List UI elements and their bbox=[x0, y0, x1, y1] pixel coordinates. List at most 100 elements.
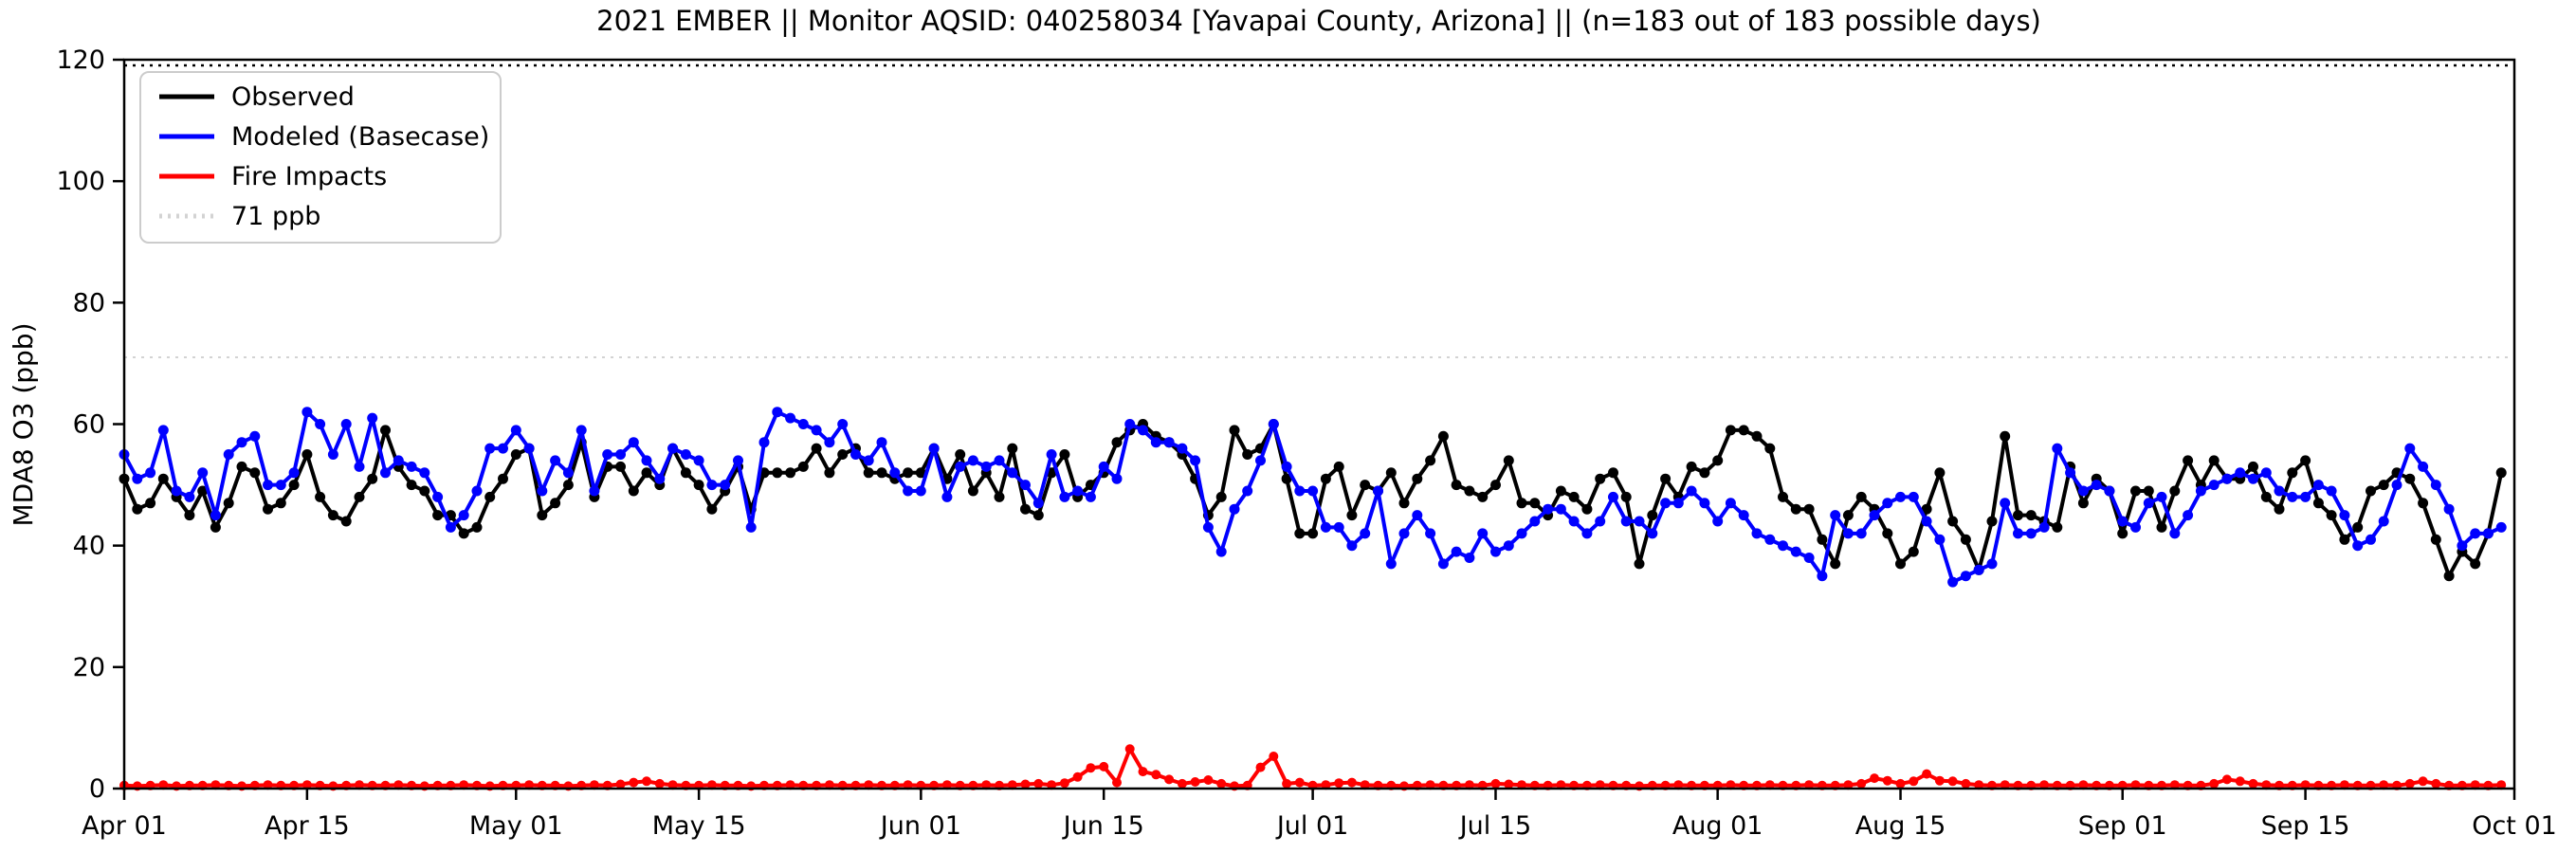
data-point bbox=[2221, 774, 2232, 785]
data-point bbox=[2470, 528, 2481, 539]
data-point bbox=[1412, 510, 1423, 521]
data-point bbox=[432, 510, 444, 521]
data-point bbox=[2326, 510, 2337, 521]
data-point bbox=[2366, 485, 2376, 497]
data-point bbox=[2482, 528, 2494, 539]
data-point bbox=[1490, 480, 1501, 491]
data-point bbox=[1307, 485, 1319, 497]
data-point bbox=[2208, 455, 2220, 466]
data-point bbox=[1712, 455, 1724, 466]
data-point bbox=[811, 443, 822, 454]
data-point bbox=[2248, 473, 2258, 484]
data-point bbox=[355, 780, 364, 790]
data-point bbox=[1047, 780, 1057, 790]
data-point bbox=[2000, 780, 2010, 790]
data-point bbox=[1778, 491, 1788, 502]
data-point bbox=[1072, 485, 1084, 497]
legend-label: Observed bbox=[231, 82, 355, 112]
data-point bbox=[1085, 491, 1096, 502]
data-point bbox=[1216, 778, 1227, 789]
series-fire-impacts bbox=[119, 744, 2507, 791]
data-point bbox=[1803, 503, 1815, 515]
data-point bbox=[2274, 485, 2285, 497]
data-point bbox=[2495, 467, 2507, 479]
y-axis-label: MDA8 O3 (ppb) bbox=[8, 322, 39, 526]
data-point bbox=[1921, 516, 1932, 527]
data-point bbox=[1032, 510, 1044, 521]
data-point bbox=[1046, 449, 1057, 460]
data-point bbox=[629, 777, 639, 788]
data-point bbox=[2077, 485, 2089, 497]
data-point bbox=[263, 480, 273, 491]
data-point bbox=[210, 780, 221, 790]
data-point bbox=[1517, 780, 1526, 790]
data-point bbox=[1895, 558, 1906, 570]
data-point bbox=[955, 449, 966, 460]
y-tick-label: 0 bbox=[89, 774, 105, 804]
data-point bbox=[720, 480, 731, 491]
legend-label: Modeled (Basecase) bbox=[231, 122, 489, 152]
data-point bbox=[1908, 491, 1919, 502]
data-point bbox=[1229, 425, 1240, 436]
data-point bbox=[1556, 780, 1566, 790]
data-point bbox=[354, 491, 365, 502]
data-point bbox=[393, 455, 404, 466]
data-point bbox=[1647, 528, 1658, 539]
data-point bbox=[236, 461, 247, 472]
data-point bbox=[1007, 467, 1018, 479]
data-point bbox=[510, 449, 521, 460]
x-tick-label: Apr 15 bbox=[265, 811, 350, 841]
x-tick-label: Jul 15 bbox=[1458, 811, 1532, 841]
data-point bbox=[1190, 455, 1201, 466]
data-point bbox=[745, 521, 757, 533]
data-point bbox=[288, 480, 300, 491]
data-point bbox=[288, 467, 300, 479]
data-point bbox=[2117, 516, 2128, 527]
data-point bbox=[301, 780, 312, 790]
data-point bbox=[1830, 558, 1841, 570]
data-point bbox=[1921, 503, 1932, 515]
data-point bbox=[2418, 498, 2429, 509]
data-point bbox=[1490, 778, 1501, 789]
data-point bbox=[2169, 485, 2181, 497]
data-point bbox=[1477, 491, 1489, 502]
data-point bbox=[1425, 528, 1436, 539]
data-point bbox=[1842, 528, 1854, 539]
data-point bbox=[1529, 498, 1541, 509]
legend-label: Fire Impacts bbox=[231, 162, 387, 191]
data-point bbox=[706, 780, 717, 790]
data-point bbox=[1464, 485, 1475, 497]
data-point bbox=[1503, 540, 1514, 552]
data-point bbox=[2339, 510, 2350, 521]
data-point bbox=[1190, 777, 1200, 787]
x-tick-label: Jul 01 bbox=[1275, 811, 1349, 841]
data-point bbox=[2261, 780, 2272, 790]
data-point bbox=[2038, 521, 2050, 533]
y-tick-label: 60 bbox=[73, 410, 105, 440]
data-point bbox=[562, 467, 574, 479]
data-point bbox=[2235, 776, 2245, 787]
data-point bbox=[994, 455, 1005, 466]
data-point bbox=[315, 491, 326, 502]
data-point bbox=[1764, 534, 1776, 545]
data-point bbox=[2300, 780, 2311, 790]
data-point bbox=[223, 449, 234, 460]
data-point bbox=[157, 425, 169, 436]
data-point bbox=[903, 485, 914, 497]
data-point bbox=[432, 491, 444, 502]
data-point bbox=[1294, 528, 1306, 539]
chart-title: 2021 EMBER || Monitor AQSID: 040258034 [… bbox=[596, 5, 2041, 37]
data-point bbox=[654, 473, 666, 484]
data-point bbox=[537, 510, 548, 521]
data-point bbox=[1947, 576, 1959, 588]
data-point bbox=[1908, 546, 1919, 557]
data-point bbox=[1086, 763, 1096, 773]
data-point bbox=[1634, 558, 1645, 570]
data-point bbox=[641, 455, 652, 466]
data-point bbox=[380, 467, 391, 479]
data-point bbox=[837, 419, 849, 429]
data-point bbox=[1843, 780, 1854, 790]
data-point bbox=[1673, 780, 1684, 790]
data-point bbox=[1738, 425, 1749, 436]
data-point bbox=[785, 412, 796, 424]
